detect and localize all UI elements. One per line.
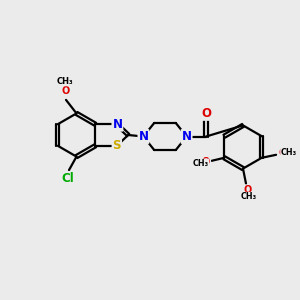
Text: N: N bbox=[138, 130, 148, 143]
Text: O: O bbox=[201, 107, 211, 120]
Text: Cl: Cl bbox=[61, 172, 74, 185]
Text: O: O bbox=[278, 148, 287, 158]
Text: N: N bbox=[112, 118, 122, 131]
Text: N: N bbox=[182, 130, 192, 143]
Text: CH₃: CH₃ bbox=[57, 77, 74, 86]
Text: O: O bbox=[61, 86, 70, 97]
Text: CH₃: CH₃ bbox=[193, 159, 209, 168]
Text: O: O bbox=[202, 157, 210, 167]
Text: O: O bbox=[243, 185, 251, 195]
Text: CH₃: CH₃ bbox=[280, 148, 297, 157]
Text: CH₃: CH₃ bbox=[241, 192, 257, 201]
Text: S: S bbox=[112, 139, 121, 152]
